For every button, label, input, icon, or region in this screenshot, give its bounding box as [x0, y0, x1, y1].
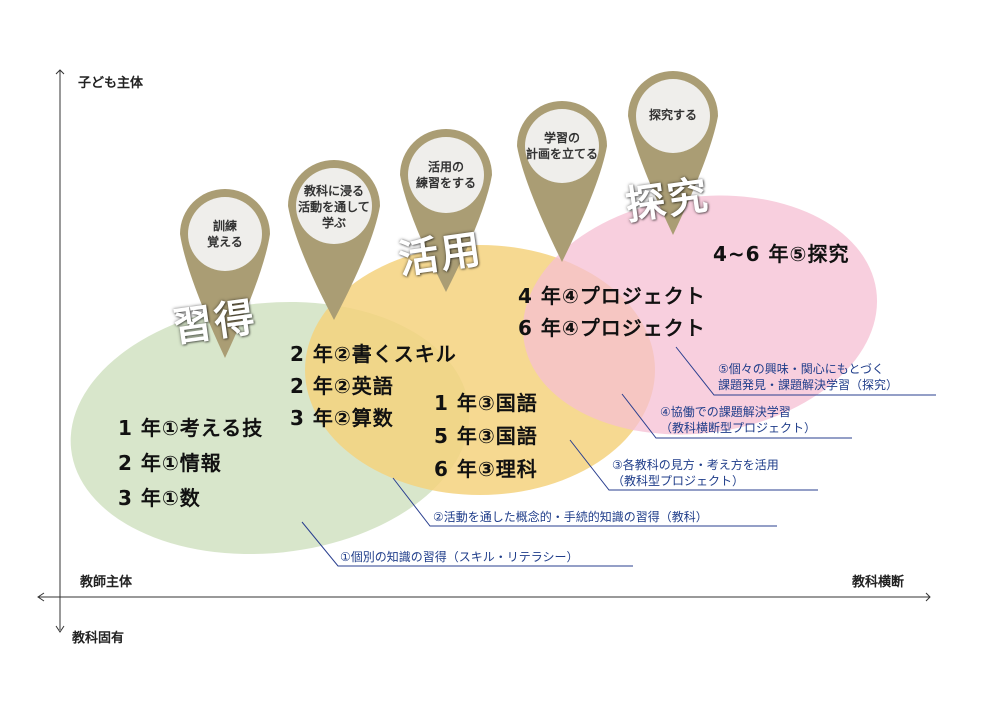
callout-line-3 [569, 439, 818, 491]
pin-5 [628, 71, 718, 235]
note-1: ①個別の知識の習得（スキル・リテラシー） [340, 550, 579, 564]
stage-label-tankyu: 探究 [622, 172, 713, 230]
grade-green-3: 3 年①数 [118, 486, 201, 510]
grade-yellow-right-2: 5 年③国語 [434, 424, 538, 448]
pink-ellipse [522, 195, 878, 435]
note-3: ③各教科の見方・考え方を活用 （教科型プロジェクト） [612, 458, 779, 488]
grade-yellow-right-3: 6 年③理科 [434, 457, 538, 481]
grade-pink-inquiry: 4~6 年⑤探究 [713, 242, 850, 266]
pin-2-text: 教科に浸る 活動を通して 学ぶ [298, 184, 370, 230]
grade-yellow-left-2: 2 年②英語 [290, 374, 394, 398]
pin-4-text: 学習の 計画を立てる [525, 131, 598, 161]
pin-4 [517, 101, 607, 262]
y-axis-top-label: 子ども主体 [78, 76, 144, 91]
note-5: ⑤個々の興味・関心にもとづく 課題発見・課題解決学習（探究） [718, 362, 899, 392]
note-4: ④協働での課題解決学習 （教科横断型プロジェクト） [660, 405, 817, 435]
pin-2 [288, 160, 380, 320]
callout-line-1 [301, 521, 633, 567]
grade-yellow-left-1: 2 年②書くスキル [290, 342, 457, 366]
grade-yellow-left-3: 3 年②算数 [290, 406, 394, 430]
stage-label-shutoku: 習得 [169, 294, 260, 352]
pin-5-text: 探究する [648, 108, 697, 122]
callout-line-5 [675, 346, 936, 396]
callout-line-4 [621, 393, 852, 439]
grade-pink-project-1: 4 年④プロジェクト [518, 284, 706, 308]
grade-pink-project-2: 6 年④プロジェクト [518, 316, 706, 340]
grade-green-1: 1 年①考える技 [118, 416, 264, 440]
grade-yellow-right-1: 1 年③国語 [434, 391, 538, 415]
y-axis-bottom-label: 教科固有 [72, 631, 125, 646]
stage-label-katsuyou: 活用 [395, 226, 486, 284]
pin-1-text: 訓練 覚える [207, 219, 243, 249]
pin-3 [400, 129, 492, 292]
x-axis-left-label: 教師主体 [80, 575, 133, 590]
callout-line-2 [392, 477, 777, 527]
pin-3-text: 活用の 練習をする [415, 160, 476, 190]
grade-green-2: 2 年①情報 [118, 451, 222, 475]
x-axis-left-arrow [37, 592, 45, 602]
x-axis-right-label: 教科横断 [852, 575, 905, 590]
callout-lines [301, 346, 936, 567]
pin-1 [180, 189, 270, 358]
y-axis-bottom-arrow [55, 625, 65, 633]
note-2: ②活動を通した概念的・手続的知識の習得（教科） [433, 510, 708, 524]
